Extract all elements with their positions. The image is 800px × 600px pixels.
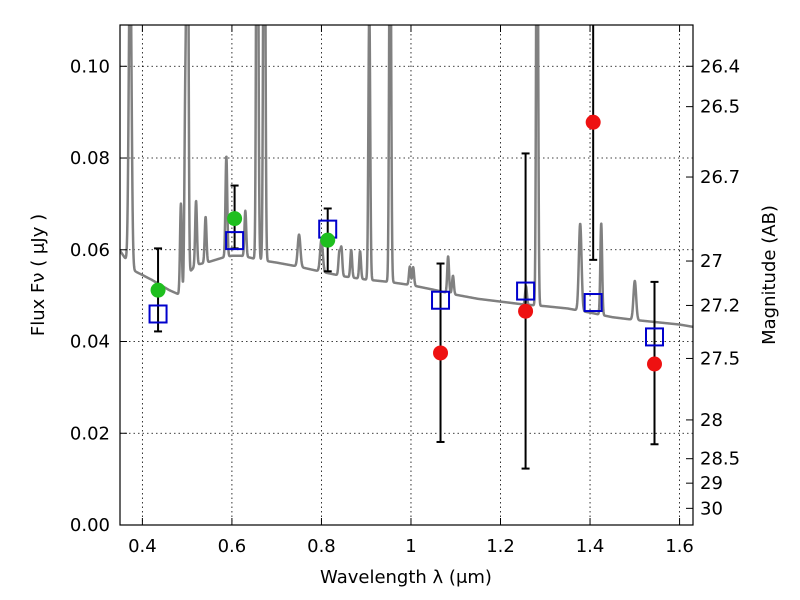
x-tick-label: 0.8 [307,536,336,557]
y-tick-label: 0.10 [70,56,110,77]
y2-tick-labels: 26.4 26.5 26.7 27 27.2 27.5 28 28.5 29 30 [700,56,740,519]
y-tick-labels: 0.00 0.02 0.04 0.06 0.08 0.10 [70,56,110,536]
y2-tick-label: 29 [700,473,723,494]
y-tick-label: 0.06 [70,240,110,261]
nir-point [433,345,449,361]
plot-frame [119,24,694,526]
model-point [148,304,168,324]
model-spectrum-line [120,25,693,329]
y2-tick-label: 26.7 [700,167,740,188]
point-layer [150,114,663,372]
y2-tick-label: 28 [700,410,723,431]
grid [120,25,693,525]
x-tick-labels: 0.4 0.6 0.8 1 1.2 1.4 1.6 [128,536,694,557]
nir-point [647,356,663,372]
y2-tick-label: 27 [700,251,723,272]
x-axis-label: Wavelength λ (μm) [320,567,492,588]
optical-point [150,282,166,298]
y-tick-label: 0.00 [70,515,110,536]
model-point [431,290,451,310]
y2-tick-label: 26.4 [700,56,740,77]
model-point [645,327,665,347]
y-tick-label: 0.02 [70,423,110,444]
y2-tick-label: 27.2 [700,295,740,316]
x-tick-label: 0.4 [128,536,157,557]
model-point [583,293,603,313]
x-tick-label: 1.4 [576,536,605,557]
y2-tick-label: 27.5 [700,348,740,369]
model-point [225,231,245,251]
y2-tick-label: 30 [700,498,723,519]
ticks [120,25,693,526]
model-point [516,281,536,301]
optical-point [320,232,336,248]
y-tick-label: 0.04 [70,332,110,353]
x-tick-label: 1 [405,536,416,557]
optical-point [227,211,243,227]
y-axis-label: Flux Fν ( μJy ) [28,214,49,336]
x-tick-label: 1.2 [486,536,515,557]
errorbar-layer [154,25,659,470]
x-tick-label: 1.6 [665,536,694,557]
nir-point [585,114,601,130]
y2-axis-label: Magnitude (AB) [759,205,780,345]
x-tick-label: 0.6 [218,536,247,557]
y2-tick-label: 28.5 [700,449,740,470]
spectrum-layer [120,25,693,329]
nir-point [518,303,534,319]
model-layer [148,219,665,347]
y2-tick-label: 26.5 [700,97,740,118]
y-tick-label: 0.08 [70,148,110,169]
